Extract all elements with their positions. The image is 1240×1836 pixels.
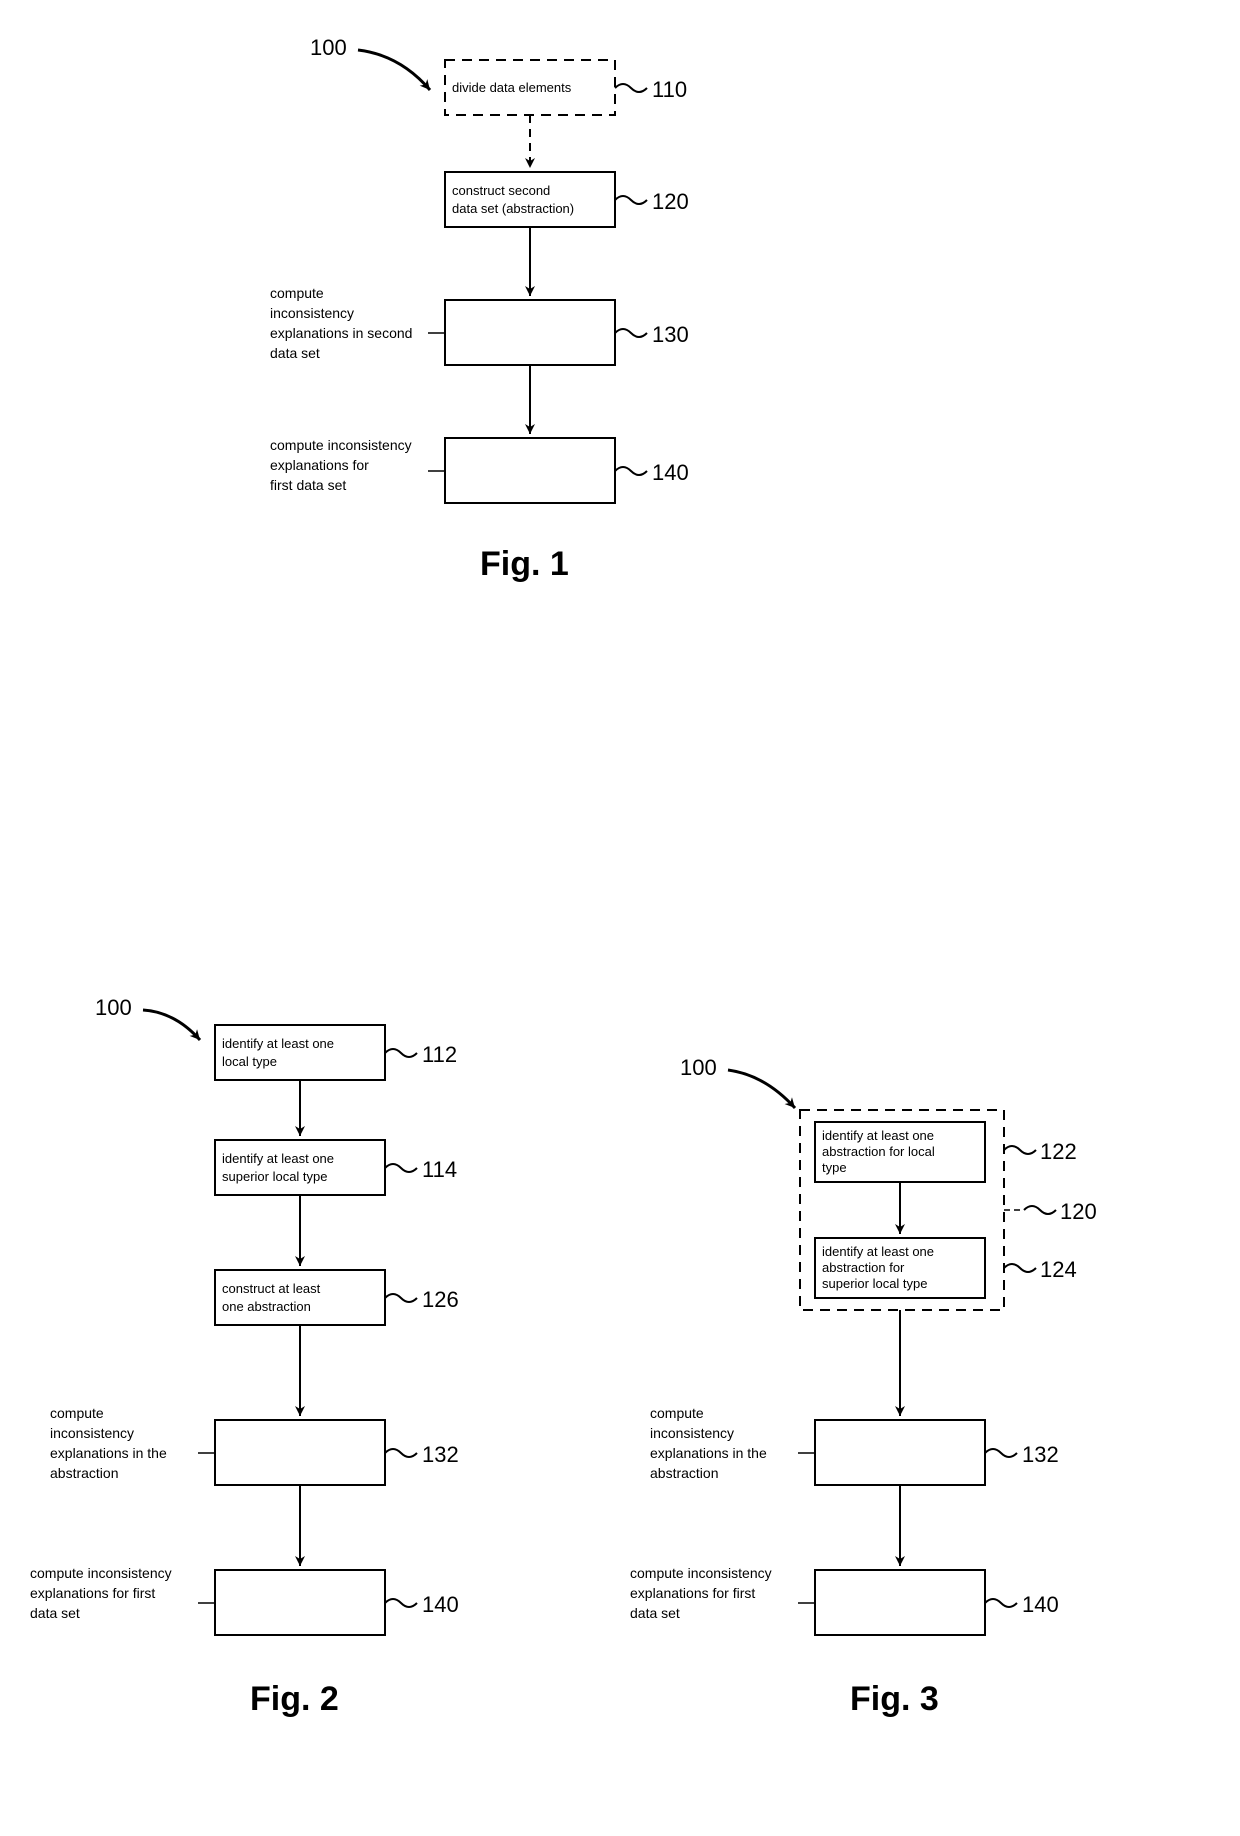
side-132-f3-3: explanations in the xyxy=(650,1445,767,1461)
box-124-t3: superior local type xyxy=(822,1276,928,1291)
ref-100-fig3: 100 xyxy=(680,1055,717,1080)
box-114-t2: superior local type xyxy=(222,1169,328,1184)
ref-132-f2: 132 xyxy=(422,1442,459,1467)
box-110-text: divide data elements xyxy=(452,80,572,95)
box-140-f2 xyxy=(215,1570,385,1635)
box-140 xyxy=(445,438,615,503)
ref-112: 112 xyxy=(422,1042,457,1067)
box-122-t2: abstraction for local xyxy=(822,1144,935,1159)
ref-120-group: 120 xyxy=(1060,1199,1097,1224)
lead-140 xyxy=(615,467,647,475)
side-140-f3-3: data set xyxy=(630,1605,680,1621)
lead-126 xyxy=(385,1294,417,1302)
figure-1: 100 divide data elements 110 construct s… xyxy=(270,35,689,583)
ref-140: 140 xyxy=(652,460,689,485)
lead-132-f3 xyxy=(985,1449,1017,1457)
side-132-f3-1: compute xyxy=(650,1405,704,1421)
lead-140-f2 xyxy=(385,1599,417,1607)
box-112-t2: local type xyxy=(222,1054,277,1069)
side-132-f2-1: compute xyxy=(50,1405,104,1421)
box-126 xyxy=(215,1270,385,1325)
figure-3: 100 120 identify at least one abstractio… xyxy=(630,1055,1097,1718)
box-124-t1: identify at least one xyxy=(822,1244,934,1259)
box-122-t3: type xyxy=(822,1160,847,1175)
lead-114 xyxy=(385,1164,417,1172)
arrow-100-fig1 xyxy=(358,50,430,90)
box-130 xyxy=(445,300,615,365)
ref-100-fig1: 100 xyxy=(310,35,347,60)
side-130-3: explanations in second xyxy=(270,325,412,341)
lead-140-f3 xyxy=(985,1599,1017,1607)
box-122-t1: identify at least one xyxy=(822,1128,934,1143)
lead-120-group xyxy=(1024,1206,1056,1214)
side-140-2: explanations for xyxy=(270,457,369,473)
lead-130 xyxy=(615,329,647,337)
box-124-t2: abstraction for xyxy=(822,1260,905,1275)
ref-100-fig2: 100 xyxy=(95,995,132,1020)
side-130-2: inconsistency xyxy=(270,305,354,321)
box-132-f2 xyxy=(215,1420,385,1485)
lead-124 xyxy=(1004,1264,1036,1272)
lead-132-f2 xyxy=(385,1449,417,1457)
side-132-f2-4: abstraction xyxy=(50,1465,118,1481)
ref-114: 114 xyxy=(422,1157,457,1182)
box-140-f3 xyxy=(815,1570,985,1635)
box-112 xyxy=(215,1025,385,1080)
ref-140-f3: 140 xyxy=(1022,1592,1059,1617)
diagram-canvas: 100 divide data elements 110 construct s… xyxy=(0,0,1240,1836)
box-114 xyxy=(215,1140,385,1195)
side-140-f2-1: compute inconsistency xyxy=(30,1565,172,1581)
side-140-1: compute inconsistency xyxy=(270,437,412,453)
fig1-title: Fig. 1 xyxy=(480,545,569,583)
side-130-4: data set xyxy=(270,345,320,361)
box-112-t1: identify at least one xyxy=(222,1036,334,1051)
box-120-text-1: construct second xyxy=(452,183,550,198)
figure-2: 100 identify at least one local type 112… xyxy=(30,995,459,1718)
side-140-f2-2: explanations for first xyxy=(30,1585,155,1601)
side-130-1: compute xyxy=(270,285,324,301)
lead-112 xyxy=(385,1049,417,1057)
ref-140-f2: 140 xyxy=(422,1592,459,1617)
box-126-t1: construct at least xyxy=(222,1281,321,1296)
ref-130: 130 xyxy=(652,322,689,347)
lead-110 xyxy=(615,84,647,92)
fig3-title: Fig. 3 xyxy=(850,1680,939,1718)
lead-120 xyxy=(615,196,647,204)
arrow-100-fig3 xyxy=(728,1070,795,1108)
ref-132-f3: 132 xyxy=(1022,1442,1059,1467)
box-120-text-2: data set (abstraction) xyxy=(452,201,574,216)
box-120 xyxy=(445,172,615,227)
box-114-t1: identify at least one xyxy=(222,1151,334,1166)
box-126-t2: one abstraction xyxy=(222,1299,311,1314)
side-132-f2-3: explanations in the xyxy=(50,1445,167,1461)
box-132-f3 xyxy=(815,1420,985,1485)
ref-126: 126 xyxy=(422,1287,459,1312)
side-140-f3-1: compute inconsistency xyxy=(630,1565,772,1581)
fig2-title: Fig. 2 xyxy=(250,1680,339,1718)
side-140-3: first data set xyxy=(270,477,346,493)
side-132-f3-2: inconsistency xyxy=(650,1425,734,1441)
arrow-100-fig2 xyxy=(143,1010,200,1040)
ref-124: 124 xyxy=(1040,1257,1077,1282)
lead-122 xyxy=(1004,1146,1036,1154)
ref-120: 120 xyxy=(652,189,689,214)
side-132-f3-4: abstraction xyxy=(650,1465,718,1481)
ref-110: 110 xyxy=(652,77,687,102)
side-140-f3-2: explanations for first xyxy=(630,1585,755,1601)
side-132-f2-2: inconsistency xyxy=(50,1425,134,1441)
ref-122: 122 xyxy=(1040,1139,1077,1164)
side-140-f2-3: data set xyxy=(30,1605,80,1621)
